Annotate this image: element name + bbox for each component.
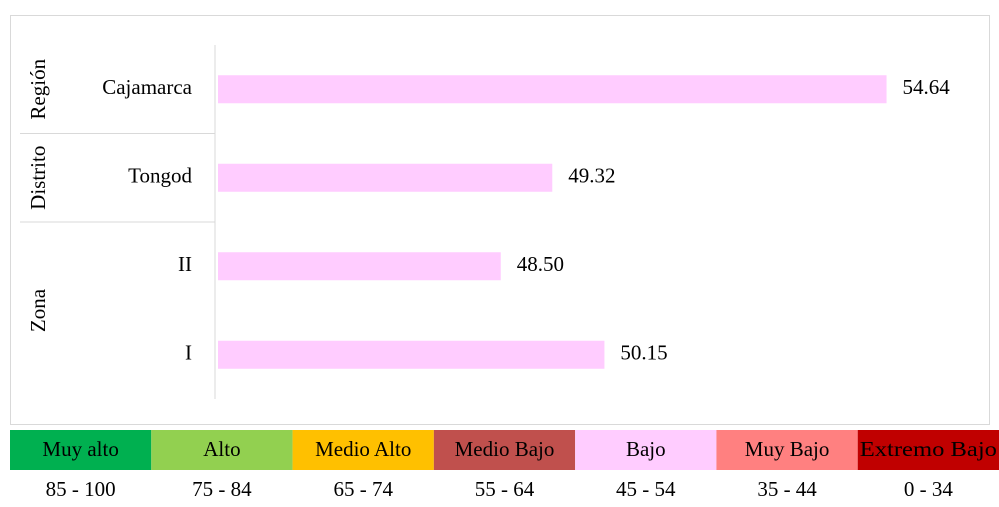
- group-label: Distrito: [26, 146, 50, 210]
- bar: [218, 163, 553, 192]
- scale-swatch: [716, 430, 858, 470]
- value-label: 48.50: [517, 252, 564, 276]
- scale-label: Alto: [203, 437, 240, 461]
- scale-swatch: [10, 430, 152, 470]
- scale-range: 55 - 64: [475, 477, 535, 501]
- value-label: 50.15: [620, 341, 667, 365]
- group-label: Región: [26, 58, 50, 119]
- bar: [218, 252, 501, 281]
- group-label: Zona: [26, 288, 50, 332]
- scale-swatch: [575, 430, 717, 470]
- scale-swatch: [857, 430, 999, 470]
- category-label: II: [178, 252, 192, 276]
- category-label: Tongod: [128, 164, 192, 188]
- scale-swatch: [292, 430, 434, 470]
- scale-swatch: [151, 430, 293, 470]
- bar: [218, 75, 887, 104]
- scale-label: Medio Alto: [315, 437, 411, 461]
- scale-range: 75 - 84: [192, 477, 252, 501]
- scale-range: 35 - 44: [757, 477, 817, 501]
- scale-range: 0 - 34: [904, 477, 953, 501]
- scale-range: 65 - 74: [333, 477, 393, 501]
- category-label: Cajamarca: [102, 75, 192, 99]
- scale-range: 45 - 54: [616, 477, 676, 501]
- scale-swatch: [433, 430, 576, 470]
- value-label: 54.64: [903, 75, 951, 99]
- scale-label: Medio Bajo: [455, 437, 555, 461]
- scale-range: 85 - 100: [46, 477, 116, 501]
- scale-label: Muy Bajo: [745, 437, 830, 461]
- scale-label: Muy alto: [42, 437, 118, 461]
- scale-label: Bajo: [626, 437, 666, 461]
- value-label: 49.32: [568, 164, 615, 188]
- scale-label: Extremo Bajo: [860, 437, 997, 461]
- bar: [218, 340, 605, 369]
- category-label: I: [185, 341, 192, 365]
